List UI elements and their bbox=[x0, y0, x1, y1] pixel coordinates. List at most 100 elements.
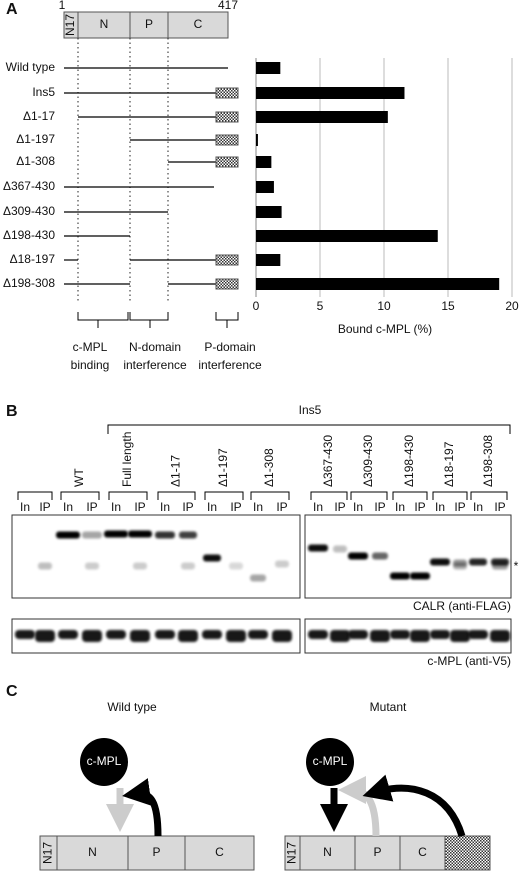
blot-band bbox=[203, 554, 221, 562]
lane-bracket bbox=[60, 491, 100, 500]
lane-sublabel: In bbox=[111, 500, 121, 514]
lane-sublabel: IP bbox=[374, 500, 385, 514]
region-label: interference bbox=[198, 358, 262, 372]
region-label: N-domain bbox=[129, 340, 181, 354]
domain-label: N bbox=[323, 845, 332, 859]
region-label: binding bbox=[71, 358, 110, 372]
construct-label: Δ198-308 bbox=[3, 276, 55, 290]
insertion-box bbox=[215, 134, 239, 146]
blot-band bbox=[104, 530, 128, 538]
blot-band bbox=[370, 630, 390, 642]
blot-band bbox=[179, 531, 197, 539]
x-tick-label: 0 bbox=[253, 299, 260, 313]
lane-sublabel: IP bbox=[39, 500, 50, 514]
lane-sublabel: In bbox=[207, 500, 217, 514]
blot-band bbox=[202, 630, 222, 639]
blot-band bbox=[82, 630, 102, 642]
asterisk: * bbox=[514, 559, 519, 573]
lane-bracket bbox=[250, 491, 290, 500]
panel-label: B bbox=[6, 403, 18, 420]
domain-label: C bbox=[215, 845, 224, 859]
domain-box bbox=[56, 835, 129, 871]
blot-band bbox=[308, 630, 328, 639]
blot-band bbox=[410, 572, 430, 580]
lane-sublabel: IP bbox=[276, 500, 287, 514]
blot-band bbox=[56, 531, 80, 539]
blot-band bbox=[390, 630, 410, 639]
domain-box bbox=[129, 11, 169, 39]
domain-box bbox=[127, 835, 186, 871]
domain-label: N17 bbox=[41, 842, 55, 864]
blot-band bbox=[348, 552, 368, 560]
blot-band bbox=[492, 562, 508, 570]
receptor bbox=[80, 738, 128, 786]
bar bbox=[256, 254, 281, 266]
domain-start: 1 bbox=[59, 0, 66, 12]
lane-sublabel: In bbox=[435, 500, 445, 514]
bar bbox=[256, 111, 388, 123]
lane-sublabel: IP bbox=[494, 500, 505, 514]
blot-band bbox=[229, 562, 243, 570]
blot-band bbox=[133, 562, 147, 570]
bar bbox=[256, 181, 274, 193]
x-tick-label: 5 bbox=[317, 299, 324, 313]
lane-bracket bbox=[432, 491, 468, 500]
lane-bracket bbox=[108, 491, 148, 500]
insertion-box bbox=[215, 87, 239, 99]
lane-label: Δ198-308 bbox=[481, 435, 495, 487]
domain-box bbox=[399, 835, 446, 871]
panel-label: A bbox=[6, 1, 18, 18]
blot-band bbox=[58, 630, 78, 639]
blot-band bbox=[128, 530, 152, 538]
blot-band bbox=[130, 630, 150, 642]
lane-sublabel: In bbox=[63, 500, 73, 514]
bar bbox=[256, 134, 258, 146]
lane-sublabel: In bbox=[160, 500, 170, 514]
blot-frame bbox=[11, 514, 301, 599]
blot-band bbox=[155, 531, 175, 539]
bar bbox=[256, 206, 282, 218]
blot-band bbox=[155, 630, 175, 639]
blot-band bbox=[348, 630, 368, 639]
blot-band bbox=[85, 562, 99, 570]
lane-bracket bbox=[204, 491, 244, 500]
x-tick-label: 15 bbox=[441, 299, 455, 313]
x-axis-title: Bound c-MPL (%) bbox=[338, 322, 432, 336]
lane-label: Δ367-430 bbox=[321, 435, 335, 487]
construct-label: Δ1-17 bbox=[23, 109, 55, 123]
domain-label: P bbox=[373, 845, 381, 859]
bar bbox=[256, 230, 438, 242]
domain-box bbox=[167, 11, 229, 39]
lane-sublabel: In bbox=[313, 500, 323, 514]
blot-band bbox=[106, 630, 126, 639]
domain-label: C bbox=[194, 17, 203, 31]
blot-band bbox=[250, 574, 266, 582]
panel-title: Wild type bbox=[107, 700, 157, 714]
blot-band bbox=[430, 558, 450, 566]
lane-label: Δ1-308 bbox=[262, 448, 276, 487]
domain-box bbox=[77, 11, 131, 39]
bracket bbox=[215, 312, 239, 328]
x-tick-label: 10 bbox=[377, 299, 391, 313]
blot-band bbox=[82, 531, 102, 539]
domain-label: C bbox=[418, 845, 427, 859]
bar bbox=[256, 278, 500, 290]
blot-band bbox=[469, 558, 487, 566]
lane-label: WT bbox=[72, 468, 86, 487]
lane-sublabel: In bbox=[353, 500, 363, 514]
arrow bbox=[122, 778, 162, 837]
blot-band bbox=[430, 630, 450, 639]
lane-sublabel: In bbox=[395, 500, 405, 514]
region-label: P-domain bbox=[204, 340, 255, 354]
lane-sublabel: IP bbox=[334, 500, 345, 514]
domain-label: P bbox=[152, 845, 160, 859]
receptor-label: c-MPL bbox=[313, 754, 348, 768]
blot-band bbox=[226, 630, 246, 642]
arrow bbox=[338, 776, 380, 837]
bracket bbox=[129, 312, 169, 328]
group-bracket bbox=[107, 424, 511, 434]
blot-frame bbox=[304, 514, 512, 599]
domain-box bbox=[299, 835, 356, 871]
lane-sublabel: IP bbox=[86, 500, 97, 514]
